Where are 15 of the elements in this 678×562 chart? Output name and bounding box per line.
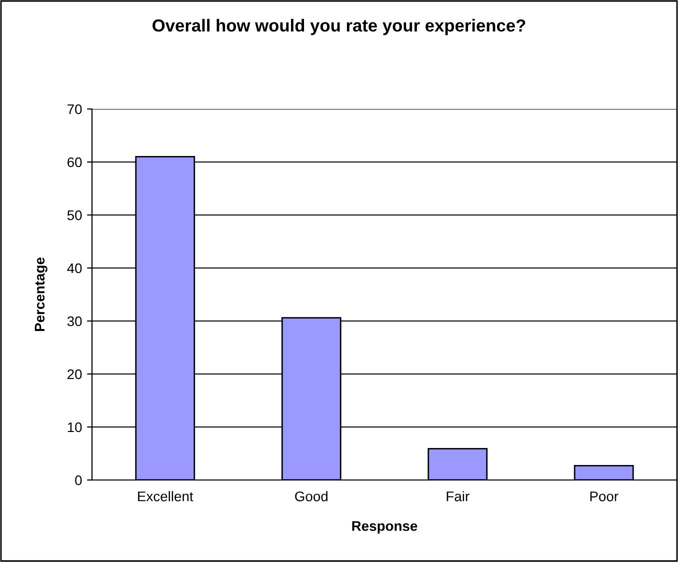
x-tick-label: Fair bbox=[446, 491, 470, 502]
y-tick-label: 70 bbox=[68, 104, 82, 114]
x-tick-label: Poor bbox=[590, 492, 618, 502]
y-tick-label: 30 bbox=[67, 316, 82, 326]
y-axis-title: Percentage bbox=[34, 258, 48, 332]
y-tick-label: 40 bbox=[67, 263, 82, 274]
chart-title: Overall how would you rate your experience? bbox=[152, 18, 526, 36]
x-axis-title: Response bbox=[352, 521, 418, 534]
x-tick-label: Excellent bbox=[138, 491, 194, 502]
x-tick-label: Good bbox=[295, 491, 328, 502]
y-tick-label: 0 bbox=[75, 475, 82, 486]
y-tick-label: 20 bbox=[68, 369, 82, 380]
y-tick-label: 50 bbox=[67, 210, 82, 220]
y-tick-label: 60 bbox=[68, 157, 82, 168]
y-tick-label: 10 bbox=[68, 422, 82, 432]
